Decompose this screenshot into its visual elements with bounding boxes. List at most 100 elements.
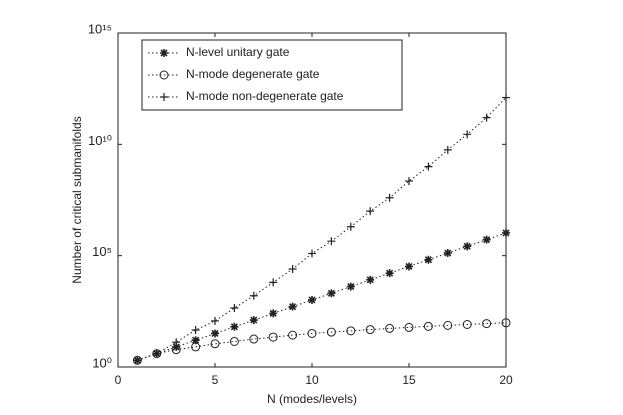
marker [501,318,511,328]
marker [268,332,278,342]
marker [366,275,375,284]
point [308,249,316,258]
marker [443,320,453,330]
point [327,289,336,298]
marker [211,316,219,325]
point [268,332,278,342]
point [211,329,219,338]
marker [327,289,336,298]
marker [502,93,510,102]
marker [288,265,297,274]
point [327,237,336,246]
marker [482,235,491,244]
point [249,316,258,325]
point [269,278,278,287]
series-line [137,97,507,361]
marker [172,342,181,351]
marker [366,207,375,216]
marker [307,328,317,338]
marker [482,113,491,122]
legend-label: N-mode non-degenerate gate [186,89,344,103]
point [346,222,355,231]
point [210,339,220,349]
point [463,130,472,139]
point [502,228,510,237]
marker [405,262,413,271]
point [133,356,142,365]
x-tick-label: 10 [305,373,319,387]
point [159,70,169,80]
marker [424,255,433,264]
series-line [137,232,507,361]
point [501,318,511,328]
marker [346,326,356,336]
marker [210,339,220,349]
marker [288,302,297,311]
marker [443,249,452,258]
x-tick-label: 20 [499,373,513,387]
marker [191,336,200,345]
marker [365,325,375,335]
y-axis-label: Number of critical submanifolds [70,116,84,283]
marker [424,162,433,171]
x-tick-label: 5 [212,373,219,387]
point [482,235,491,244]
marker [405,177,413,186]
marker [152,349,161,358]
point [424,162,433,171]
point [502,93,510,102]
y-tick-label: 10⁵ [92,244,112,259]
marker [133,356,142,365]
point [288,330,298,340]
point [230,303,239,312]
marker [159,70,169,80]
point [443,320,453,330]
marker [463,242,472,251]
marker [230,322,239,331]
marker [269,309,278,318]
point [443,249,452,258]
point [385,193,394,202]
point [288,265,297,274]
point [191,342,201,352]
point [326,327,336,337]
marker [191,342,201,352]
marker [160,49,168,57]
point [229,336,239,346]
point [191,325,200,334]
x-tick-label: 15 [402,373,416,387]
point [482,319,492,329]
point [346,282,355,291]
y-tick-label: 10⁰ [92,355,112,370]
marker [211,329,219,338]
legend-label: N-mode degenerate gate [186,67,320,81]
point [385,323,395,333]
y-tick-label: 10¹⁵ [88,21,112,36]
marker [385,323,395,333]
marker [463,130,472,139]
marker [308,295,316,304]
marker [346,282,355,291]
point [346,326,356,336]
point [405,262,413,271]
marker [269,278,278,287]
marker [462,320,472,330]
point [424,255,433,264]
point [366,275,375,284]
marker [191,325,200,334]
marker [423,321,433,331]
marker [327,237,336,246]
marker [249,316,258,325]
y-tick-label: 10¹⁰ [88,133,112,148]
marker [249,334,259,344]
point [211,316,219,325]
point [160,93,168,101]
point [152,349,161,358]
point [462,320,472,330]
marker [404,322,414,332]
point [172,342,181,351]
point [365,325,375,335]
point [307,328,317,338]
point [405,177,413,186]
